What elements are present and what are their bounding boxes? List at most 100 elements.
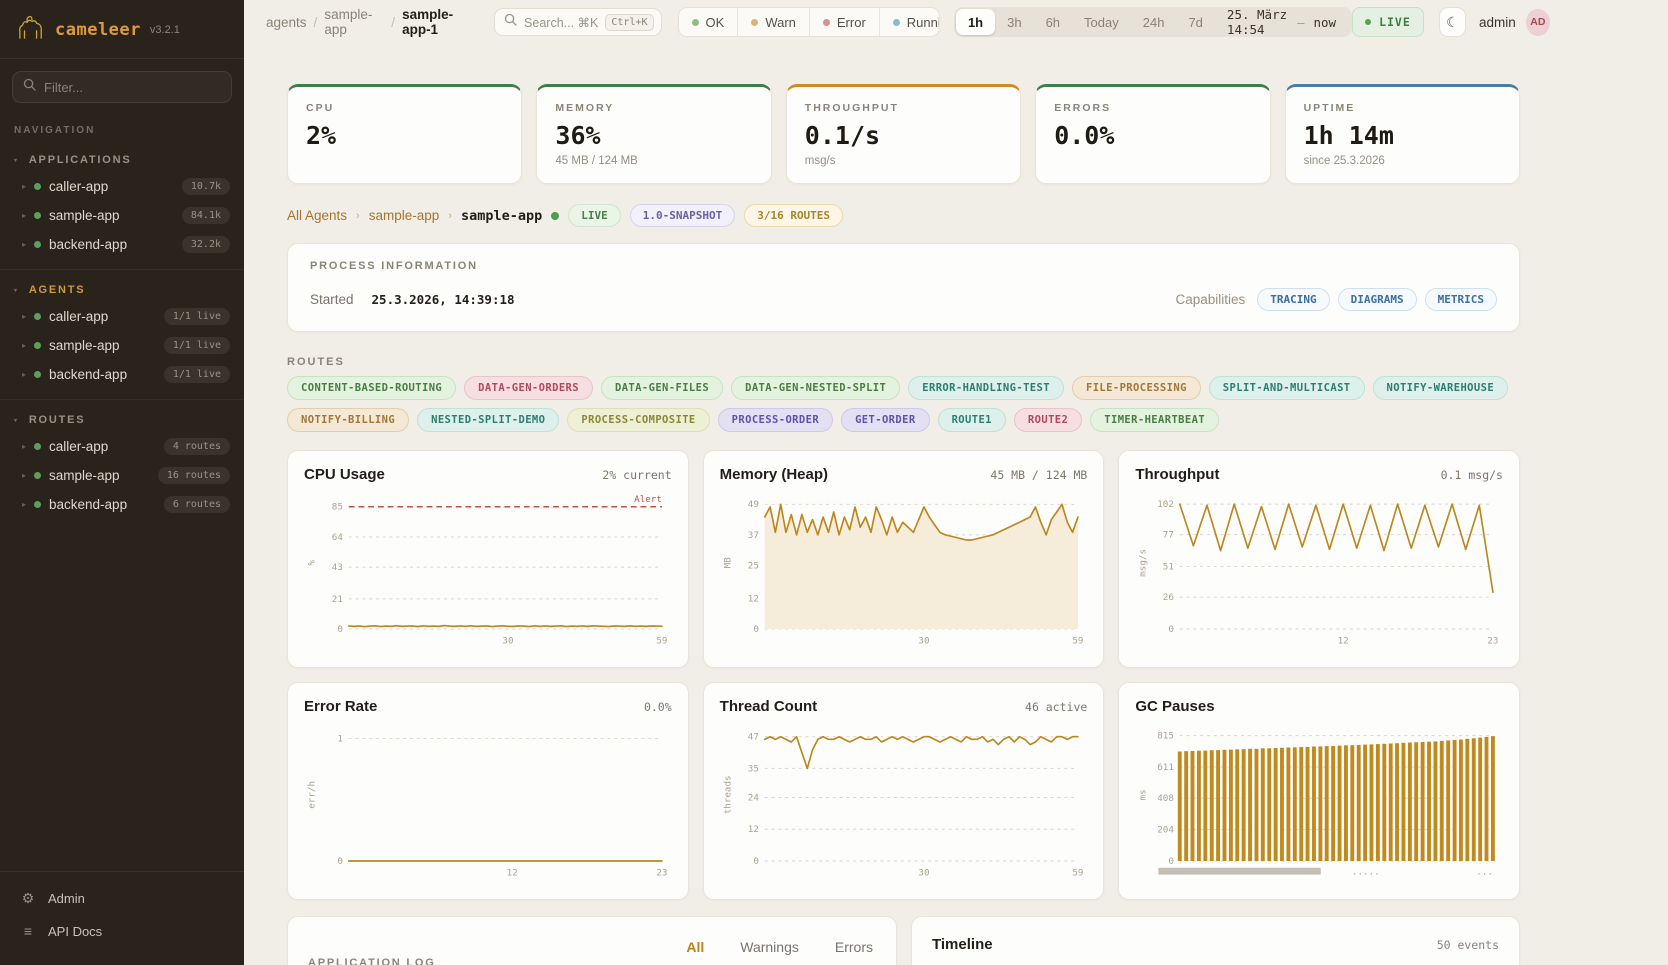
time-range-7d[interactable]: 7d <box>1188 14 1203 30</box>
route-chip[interactable]: GET-ORDER <box>841 408 930 432</box>
status-dot <box>34 501 42 508</box>
time-range-today[interactable]: Today <box>1084 14 1119 30</box>
route-chip[interactable]: NOTIFY-BILLING <box>287 408 410 432</box>
breadcrumb-sample-app[interactable]: sample-app <box>324 7 373 37</box>
route-chip[interactable]: TIMER-HEARTBEAT <box>1090 408 1220 432</box>
live-count-badge: 1/1 live <box>163 308 230 325</box>
all-agents-link[interactable]: All Agents <box>287 208 348 223</box>
route-chip[interactable]: ROUTE2 <box>1013 408 1083 432</box>
capability-metrics: METRICS <box>1424 288 1497 311</box>
chevron-right-icon: ▸ <box>22 211 27 220</box>
time-range-1h[interactable]: 1h <box>955 9 996 35</box>
sidebar-item-agent-sample-app[interactable]: ▸ sample-app 1/1 live <box>0 331 244 360</box>
date-from: 25. März 14:54 <box>1226 7 1288 37</box>
time-range-3h[interactable]: 3h <box>1007 14 1022 30</box>
dark-mode-toggle[interactable]: ☾ <box>1438 7 1466 37</box>
agent-app-link[interactable]: sample-app <box>368 208 440 223</box>
filter-input[interactable] <box>44 79 221 95</box>
route-chip[interactable]: PROCESS-COMPOSITE <box>567 408 710 432</box>
svg-text:Alert: Alert <box>634 494 662 505</box>
svg-text:1: 1 <box>337 733 343 744</box>
svg-text:30: 30 <box>502 636 513 647</box>
chevron-right-icon: ▸ <box>22 312 27 321</box>
svg-text:59: 59 <box>1072 636 1083 647</box>
svg-text:64: 64 <box>332 532 344 543</box>
sidebar-item-routes-sample-app[interactable]: ▸ sample-app 16 routes <box>0 461 244 490</box>
filter-ok[interactable]: OK <box>679 8 738 36</box>
route-chips: CONTENT-BASED-ROUTING DATA-GEN-ORDERS DA… <box>287 376 1520 432</box>
breadcrumb-current: sample-app-1 <box>402 7 454 37</box>
count-badge: 10.7k <box>181 178 230 195</box>
gc-pauses-chart: 0 204 408 611 815 ms........ <box>1135 719 1503 880</box>
route-chip[interactable]: NESTED-SPLIT-DEMO <box>417 408 560 432</box>
live-badge[interactable]: LIVE <box>1352 7 1424 37</box>
chevron-right-icon: ▸ <box>22 370 27 379</box>
chevron-right-icon: ▸ <box>22 442 27 451</box>
route-chip[interactable]: NOTIFY-WAREHOUSE <box>1372 376 1509 400</box>
memory-heap-chart: 0 12 25 37 49 MB 30 59 <box>720 487 1088 648</box>
sidebar-item-routes-caller-app[interactable]: ▸ caller-app 4 routes <box>0 432 244 461</box>
routes-count-badge: 16 routes <box>157 467 230 484</box>
chart-memory-heap: Memory (Heap) 45 MB / 124 MB 0 12 25 37 49 MB… <box>702 450 1105 668</box>
search-icon <box>504 13 517 31</box>
route-chip[interactable]: PROCESS-ORDER <box>717 408 834 432</box>
section-header-routes[interactable]: ▾ ROUTES <box>14 414 86 426</box>
route-chip[interactable]: DATA-GEN-ORDERS <box>464 376 593 400</box>
capability-diagrams: DIAGRAMS <box>1337 288 1417 311</box>
sidebar-item-agent-caller-app[interactable]: ▸ caller-app 1/1 live <box>0 302 244 331</box>
status-dot <box>34 371 42 378</box>
count-badge: 32.2k <box>181 236 230 253</box>
route-chip[interactable]: SPLIT-AND-MULTICAST <box>1208 376 1365 400</box>
section-header-agents[interactable]: ▾ AGENTS <box>14 284 86 296</box>
sidebar-item-caller-app[interactable]: ▸ caller-app 10.7k <box>0 172 244 201</box>
warn-dot <box>751 18 759 26</box>
live-status-pill: LIVE <box>568 204 621 227</box>
admin-link[interactable]: ⚙ Admin <box>21 890 85 906</box>
route-chip[interactable]: ERROR-HANDLING-TEST <box>908 376 1064 400</box>
sidebar-item-agent-backend-app[interactable]: ▸ backend-app 1/1 live <box>0 360 244 389</box>
sidebar-item-backend-app[interactable]: ▸ backend-app 32.2k <box>0 230 244 259</box>
route-chip[interactable]: ROUTE1 <box>937 408 1006 432</box>
cpu-usage-chart: 0 21 43 64 85 Alert% 30 59 <box>304 487 672 648</box>
route-chip[interactable]: DATA-GEN-FILES <box>600 376 724 400</box>
avatar[interactable]: AD <box>1525 8 1550 36</box>
tab-errors[interactable]: Errors <box>834 939 873 955</box>
svg-text:12: 12 <box>1338 636 1349 647</box>
stat-card-throughput: THROUGHPUT 0.1/s msg/s <box>785 84 1022 184</box>
status-dot <box>34 472 42 479</box>
app-name: cameleer <box>55 19 141 40</box>
tab-warnings[interactable]: Warnings <box>740 939 799 955</box>
application-log-title: APPLICATION LOG <box>308 957 436 965</box>
filter-error[interactable]: Error <box>808 8 879 36</box>
svg-text:%: % <box>307 560 318 566</box>
svg-text:35: 35 <box>747 763 758 774</box>
sidebar-filter[interactable] <box>12 71 232 103</box>
api-docs-link[interactable]: ≡ API Docs <box>0 915 244 947</box>
breadcrumb-agents[interactable]: agents <box>266 14 307 30</box>
date-to: now <box>1313 14 1337 30</box>
date-range[interactable]: 25. März 14:54 — now <box>1215 7 1350 37</box>
route-chip[interactable]: DATA-GEN-NESTED-SPLIT <box>731 376 901 400</box>
filter-running[interactable]: Running <box>878 8 939 36</box>
running-dot <box>892 18 900 26</box>
route-chip[interactable]: FILE-PROCESSING <box>1071 376 1201 400</box>
route-chip[interactable]: CONTENT-BASED-ROUTING <box>287 376 457 400</box>
topbar: agents / sample-app / sample-app-1 Searc… <box>244 0 1668 44</box>
status-dot <box>34 212 42 219</box>
tab-all[interactable]: All <box>683 939 707 965</box>
svg-text:815: 815 <box>1158 731 1175 742</box>
sidebar-item-sample-app[interactable]: ▸ sample-app 84.1k <box>0 201 244 230</box>
chevron-right-icon: ▸ <box>22 341 27 350</box>
time-range-24h[interactable]: 24h <box>1142 14 1165 30</box>
chart-gc-pauses: GC Pauses 0 204 408 611 815 ms........ <box>1118 682 1520 900</box>
section-header-applications[interactable]: ▾ APPLICATIONS <box>14 154 132 166</box>
search-icon <box>23 78 36 96</box>
search-input[interactable]: Search... ⌘K Ctrl+K <box>494 8 662 36</box>
time-range-6h[interactable]: 6h <box>1045 14 1061 30</box>
svg-text:23: 23 <box>1488 636 1499 647</box>
breadcrumb: agents / sample-app / sample-app-1 <box>266 7 476 37</box>
filter-warn[interactable]: Warn <box>737 8 809 36</box>
svg-text:51: 51 <box>1163 561 1174 572</box>
svg-text:err/h: err/h <box>307 781 318 809</box>
sidebar-item-routes-backend-app[interactable]: ▸ backend-app 6 routes <box>0 490 244 519</box>
